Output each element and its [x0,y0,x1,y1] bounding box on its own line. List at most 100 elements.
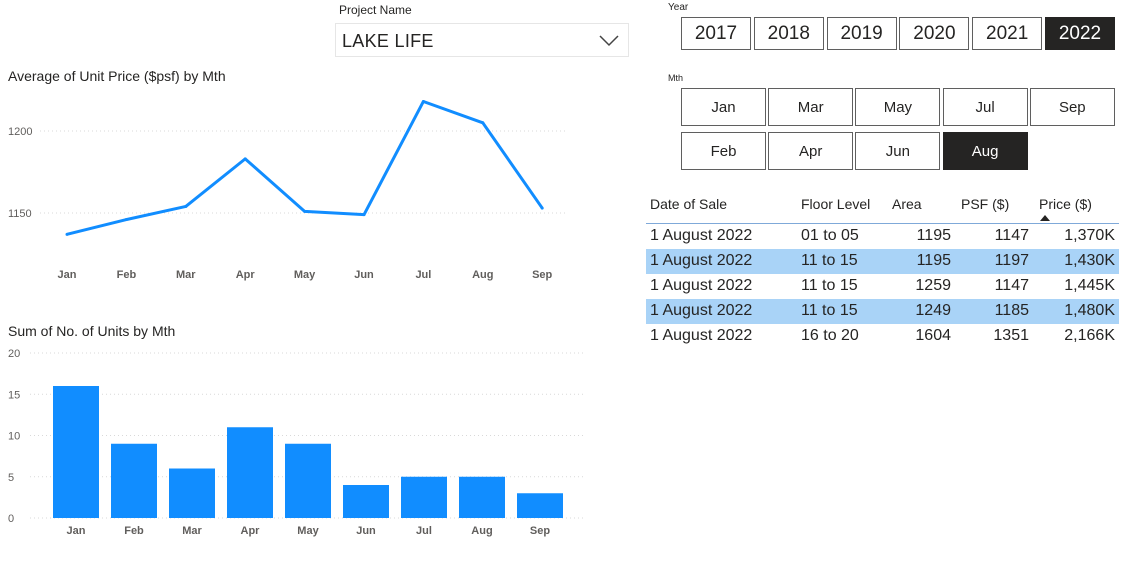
line-point [481,121,485,125]
line-point [65,232,69,236]
line-chart-title: Average of Unit Price ($psf) by Mth [8,68,226,84]
month-option-jan[interactable]: Jan [681,88,766,126]
bar-y-tick-label: 5 [8,472,14,484]
bar-y-tick-label: 10 [8,431,20,443]
cell-psf: 1351 [993,327,1029,344]
line-point [303,209,307,213]
bar-y-tick-label: 15 [8,389,20,401]
month-option-jun[interactable]: Jun [855,132,941,170]
line-point [243,157,247,161]
header-price[interactable]: Price ($) [1039,196,1092,212]
project-name-label: Project Name [339,3,412,17]
chevron-down-icon [599,35,619,47]
table-row[interactable]: 1 August 2022 01 to 05 1195 1147 1,370K [646,224,1119,249]
year-option-2020[interactable]: 2020 [899,17,970,50]
line-point [362,213,366,217]
bar [401,476,447,518]
month-option-jul[interactable]: Jul [942,88,1028,126]
bar [169,468,215,518]
line-x-tick-label: Jul [415,269,431,281]
month-option-may[interactable]: May [855,88,941,126]
line-point [540,206,544,210]
line-x-tick-label: Aug [472,269,493,281]
cell-date: 1 August 2022 [650,227,753,244]
cell-area: 1195 [916,227,951,244]
line-x-tick-label: Jun [354,269,374,281]
year-option-2022[interactable]: 2022 [1045,17,1115,50]
line-x-tick-label: Sep [532,269,552,281]
month-option-apr[interactable]: Apr [768,132,854,170]
cell-date: 1 August 2022 [650,327,753,344]
header-date-of-sale[interactable]: Date of Sale [650,196,728,212]
line-point [184,204,188,208]
bar [111,443,157,518]
bar [459,476,505,518]
cell-floor-level: 16 to 20 [801,327,859,344]
header-psf[interactable]: PSF ($) [961,196,1010,212]
cell-floor-level: 11 to 15 [801,252,858,269]
year-option-2019[interactable]: 2019 [826,17,897,50]
cell-date: 1 August 2022 [650,277,753,294]
line-series [66,99,544,236]
cell-date: 1 August 2022 [650,252,753,269]
bar-x-tick-label: Apr [241,525,261,537]
table-row[interactable]: 1 August 2022 11 to 15 1259 1147 1,445K [646,274,1119,299]
month-option-mar[interactable]: Mar [768,88,854,126]
cell-psf: 1185 [994,302,1029,319]
table-row[interactable]: 1 August 2022 16 to 20 1604 1351 2,166K [646,324,1119,349]
table-header: Date of Sale Floor Level Area PSF ($) Pr… [646,190,1119,224]
line-point [124,218,128,222]
month-option-aug[interactable]: Aug [942,132,1028,170]
cell-price: 1,430K [1064,252,1115,269]
bar-x-tick-label: Feb [124,525,144,537]
table-body: 1 August 2022 01 to 05 1195 1147 1,370K 1 Aug… [646,224,1119,349]
bar-x-tick-label: Jan [67,525,86,537]
cell-price: 2,166K [1064,327,1115,344]
cell-psf: 1147 [994,227,1029,244]
bar-chart-title: Sum of No. of Units by Mth [8,323,176,339]
cell-area: 1195 [916,252,951,269]
table-row[interactable]: 1 August 2022 11 to 15 1195 1197 1,430K [646,249,1119,274]
line-x-tick-label: Feb [117,269,137,281]
month-slicer-label: Mth [668,73,684,83]
cell-floor-level: 01 to 05 [801,227,859,244]
line-point [421,99,425,103]
line-x-tick-label: Mar [176,269,196,281]
bar-x-tick-label: May [297,525,319,537]
bar-y-tick-label: 20 [8,348,20,360]
cell-area: 1604 [915,327,951,344]
month-option-sep[interactable]: Sep [1029,88,1115,126]
bar [517,493,563,518]
table-row[interactable]: 1 August 2022 11 to 15 1249 1185 1,480K [646,299,1119,324]
cell-area: 1249 [915,302,951,319]
bar [285,443,331,518]
cell-price: 1,445K [1064,277,1115,294]
bar-x-tick-label: Aug [471,525,492,537]
bar [53,386,99,518]
sort-triangle-icon [1040,215,1050,221]
cell-floor-level: 11 to 15 [801,302,858,319]
bar-x-tick-label: Mar [182,525,202,537]
bar-y-tick-label: 0 [8,513,14,525]
cell-psf: 1147 [994,277,1029,294]
line-y-tick-label: 1200 [8,126,32,138]
cell-price: 1,370K [1064,227,1115,244]
line-y-tick-label: 1150 [8,208,32,220]
sales-table: Date of Sale Floor Level Area PSF ($) Pr… [646,190,1119,349]
header-floor-level[interactable]: Floor Level [801,196,871,212]
cell-price: 1,480K [1064,302,1115,319]
bar [227,427,273,518]
cell-date: 1 August 2022 [650,302,753,319]
line-x-tick-label: Apr [236,269,256,281]
year-option-2021[interactable]: 2021 [972,17,1043,50]
year-option-2017[interactable]: 2017 [681,17,751,50]
month-option-feb[interactable]: Feb [681,132,766,170]
header-area[interactable]: Area [892,196,922,212]
year-option-2018[interactable]: 2018 [753,17,824,50]
cell-area: 1259 [915,277,951,294]
year-slicer-label: Year [668,2,689,13]
project-name-value: LAKE LIFE [342,31,434,51]
bar-x-tick-label: Sep [530,525,550,537]
project-name-dropdown[interactable]: LAKE LIFE [335,23,629,57]
bar-x-tick-label: Jul [416,525,432,537]
